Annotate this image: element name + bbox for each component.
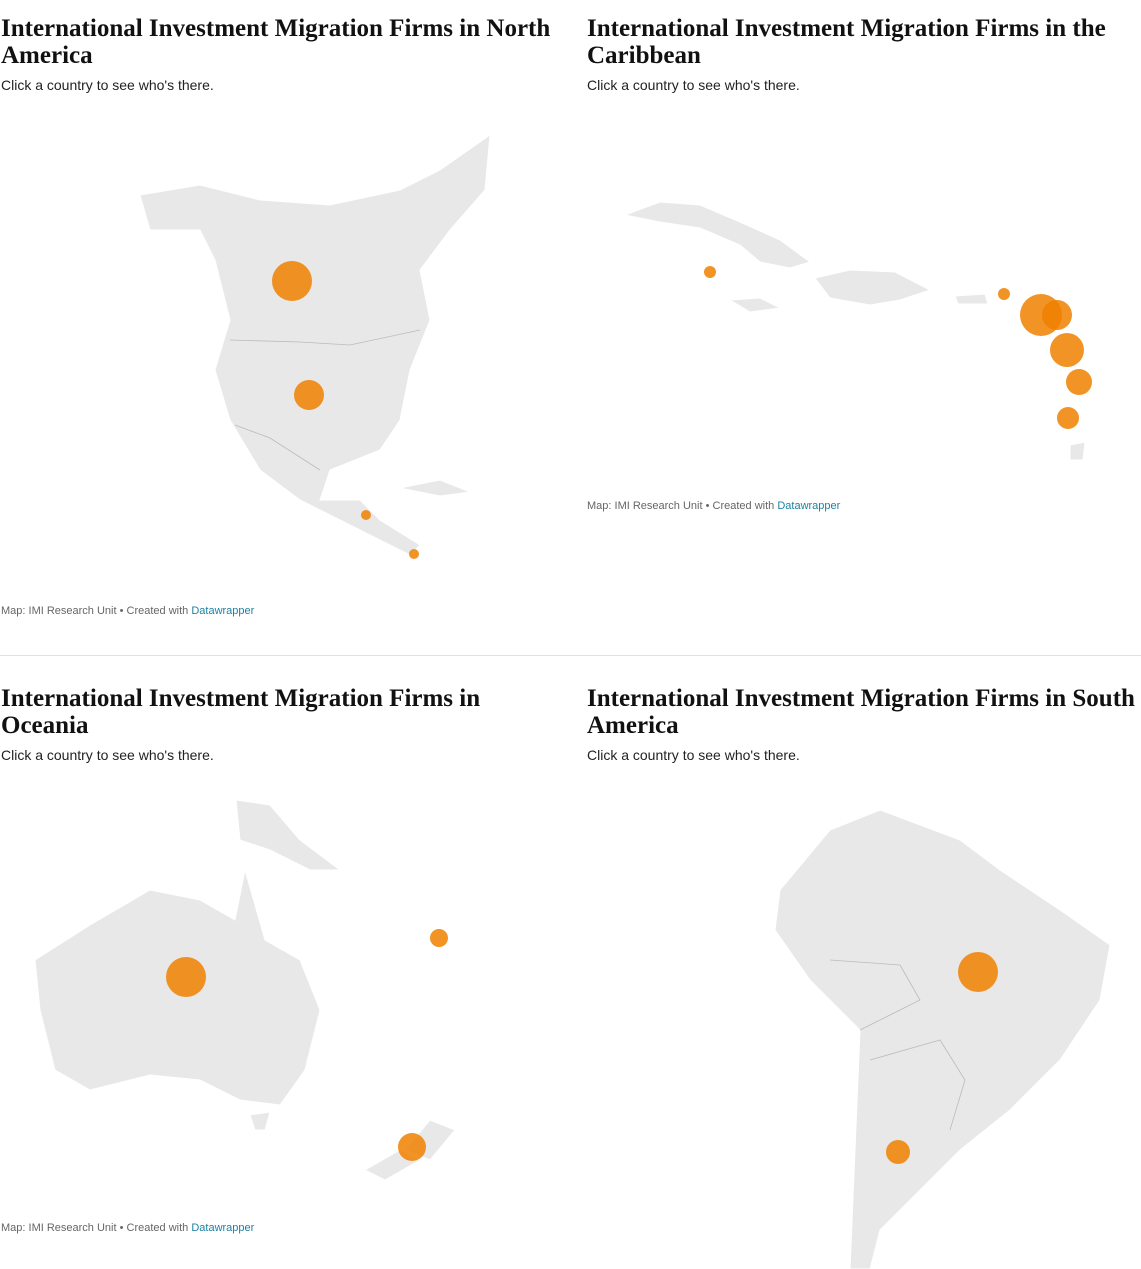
bubble	[409, 549, 419, 559]
title: International Investment Migration Firms…	[1, 685, 481, 739]
bubble	[1066, 369, 1092, 395]
border	[229, 329, 421, 346]
subtitle: Click a country to see who's there.	[587, 77, 800, 93]
bubble	[398, 1133, 426, 1161]
panel: International Investment Migration Firms…	[1, 685, 555, 763]
map-north-america	[139, 133, 491, 559]
land	[954, 293, 989, 305]
bubble	[1057, 407, 1079, 429]
source: Map: IMI Research Unit • Created with	[587, 500, 775, 512]
bubble	[272, 261, 312, 301]
link[interactable]: Datawrapper	[191, 1222, 255, 1234]
land	[399, 479, 472, 497]
land	[249, 1111, 271, 1131]
separator	[0, 655, 1141, 656]
title: International Investment Migration Firms…	[587, 15, 1106, 69]
footer: Map: IMI Research Unit • Created with Da…	[1, 1222, 254, 1234]
bubble	[958, 952, 998, 992]
panel: International Investment Migration Firms…	[587, 685, 1141, 763]
bubble	[1050, 333, 1084, 367]
bubble	[361, 510, 371, 520]
bubble	[294, 380, 324, 410]
bubble	[1042, 300, 1072, 330]
border	[869, 1039, 966, 1131]
title: International Investment Migration Firms…	[587, 685, 1135, 739]
bubble	[166, 957, 206, 997]
map-caribbean	[623, 201, 1092, 461]
bubble	[430, 929, 448, 947]
source: Map: IMI Research Unit • Created with	[1, 1222, 189, 1234]
subtitle: Click a country to see who's there.	[587, 747, 800, 763]
footer: Map: IMI Research Unit • Created with Da…	[587, 500, 840, 512]
source: Map: IMI Research Unit • Created with	[1, 605, 189, 617]
border	[829, 959, 921, 1031]
panel: International Investment Migration Firms…	[587, 15, 1141, 93]
footer: Map: IMI Research Unit • Created with Da…	[1, 605, 254, 617]
subtitle: Click a country to see who's there.	[1, 747, 214, 763]
title: International Investment Migration Firms…	[1, 15, 551, 69]
bubble	[998, 288, 1010, 300]
land	[728, 297, 782, 313]
link[interactable]: Datawrapper	[191, 605, 255, 617]
link[interactable]: Datawrapper	[777, 500, 841, 512]
map-oceania	[34, 799, 456, 1181]
subtitle: Click a country to see who's there.	[1, 77, 214, 93]
land	[1069, 441, 1086, 461]
land	[814, 269, 932, 306]
map-south-america	[774, 809, 1111, 1269]
land	[139, 133, 491, 556]
land	[774, 809, 1111, 1269]
border	[234, 424, 321, 471]
land	[623, 201, 812, 269]
land	[235, 799, 342, 871]
bubble	[704, 266, 716, 278]
panel: International Investment Migration Firms…	[1, 15, 555, 93]
bubble	[886, 1140, 910, 1164]
